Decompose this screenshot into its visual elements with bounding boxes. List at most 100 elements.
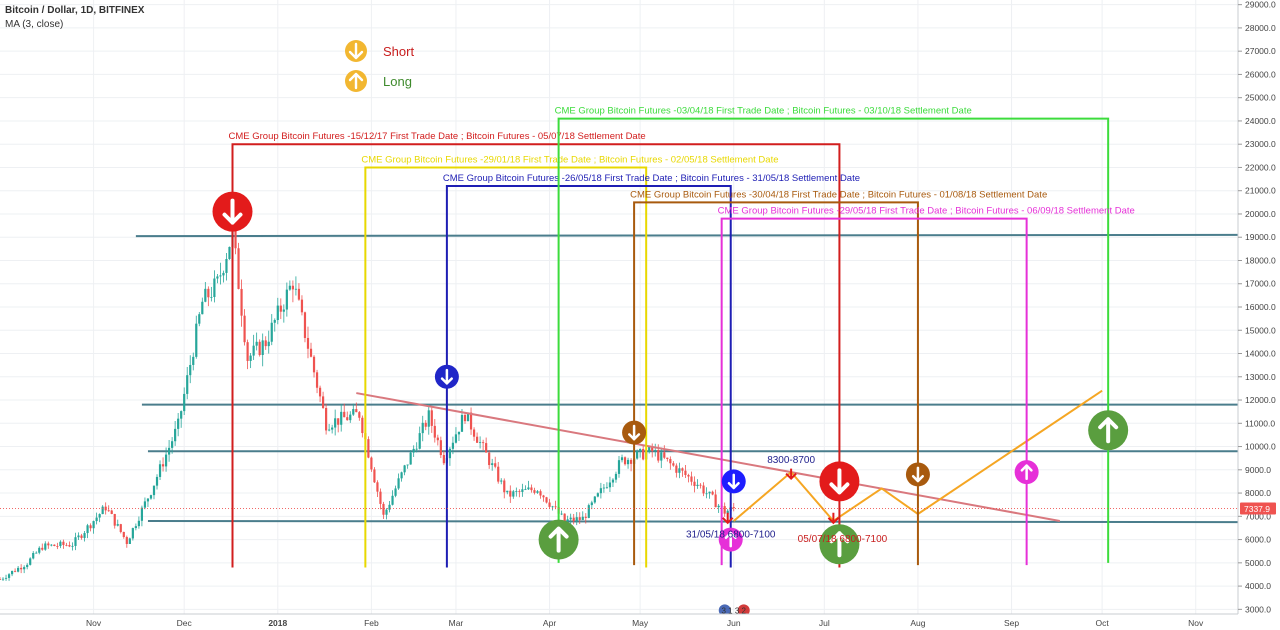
candle-body <box>370 457 373 470</box>
candle-body <box>409 452 412 465</box>
candle-body <box>140 507 144 521</box>
y-tick-label: 29000.0 <box>1245 0 1276 10</box>
candle-body <box>515 491 518 492</box>
candle-body <box>608 482 612 488</box>
candle-body <box>92 521 95 529</box>
candle-body <box>315 372 319 388</box>
x-tick-label: 2018 <box>268 618 287 628</box>
candle-body <box>0 579 2 580</box>
candle-body <box>545 497 548 503</box>
candle-body <box>672 463 675 466</box>
candle-body <box>430 410 433 426</box>
candle-body <box>666 457 669 459</box>
small-down-marker <box>827 512 840 525</box>
candle-body <box>657 450 660 461</box>
candle-body <box>146 498 150 502</box>
candle-body <box>451 442 455 449</box>
candle-body <box>243 315 246 343</box>
candle-body <box>536 491 539 493</box>
candle-body <box>590 502 593 506</box>
candle-body <box>77 535 80 538</box>
candle-body <box>186 375 189 394</box>
x-tick-label: Jul <box>819 618 830 628</box>
y-tick-label: 13000.0 <box>1245 372 1276 382</box>
candle-body <box>53 544 56 546</box>
candle-body <box>246 342 249 361</box>
up-arrow-icon <box>829 531 850 558</box>
candle-body <box>482 442 485 444</box>
candle-body <box>331 427 334 430</box>
candle-body <box>705 493 708 495</box>
y-tick-label: 5000.0 <box>1245 558 1271 568</box>
candle-body <box>131 528 134 539</box>
candle-body <box>690 476 693 482</box>
candle-body <box>285 289 288 310</box>
candle-body <box>702 485 705 494</box>
candle-body <box>605 487 609 489</box>
candle-body <box>681 468 684 471</box>
down-arrow-icon <box>440 368 453 385</box>
candle-body <box>321 396 325 408</box>
candle-body <box>41 547 44 550</box>
candle-body <box>225 258 228 273</box>
current-price-tag <box>1240 502 1276 515</box>
candle-body <box>554 506 557 508</box>
candle-body <box>602 487 606 489</box>
candle-body <box>376 482 379 492</box>
x-axis[interactable]: Nov Dec 2018 Feb Mar Apr May Jun Jul Aug Sep Oct Nov <box>0 613 1280 630</box>
candle-body <box>71 545 74 547</box>
candle-body <box>442 455 445 464</box>
candle-body <box>183 393 186 412</box>
candle-body <box>400 472 403 479</box>
cme-contract-bracket <box>557 117 1110 563</box>
up-arrow-icon <box>724 531 737 548</box>
candle-body <box>261 340 264 356</box>
candle-body <box>255 341 258 346</box>
candle-body <box>457 431 461 435</box>
candle-body <box>228 246 231 259</box>
price-projection <box>733 389 1103 523</box>
candle-body <box>406 464 409 466</box>
candle-body <box>270 322 273 342</box>
candle-body <box>385 509 388 515</box>
candle-body <box>494 463 497 467</box>
candle-body <box>717 505 720 508</box>
y-tick-label: 28000.0 <box>1245 23 1276 33</box>
candle-body <box>95 517 98 522</box>
support-resistance-line <box>147 519 1239 524</box>
candle-body <box>611 479 615 483</box>
candle-body <box>337 418 340 425</box>
candle-body <box>485 443 488 453</box>
candle-body <box>174 428 177 442</box>
candle-body <box>128 538 131 544</box>
candle-body <box>312 356 316 373</box>
candle-body <box>180 411 183 419</box>
candle-body <box>524 489 527 491</box>
y-tick-label: 25000.0 <box>1245 93 1276 103</box>
candle-body <box>575 517 578 522</box>
cme-contract-bracket <box>633 201 919 566</box>
x-tick-label: Feb <box>364 618 379 628</box>
candle-body <box>663 452 666 458</box>
candle-body <box>551 506 554 508</box>
cme-contract-label: CME Group Bitcoin Futures -29/05/18 Firs… <box>718 206 1135 217</box>
y-tick-label: 7000.0 <box>1245 511 1271 521</box>
candle-body <box>219 275 222 277</box>
descending-trendline <box>356 392 1061 522</box>
candle-body <box>32 552 35 559</box>
candle-body <box>83 533 86 538</box>
candle-body <box>581 516 584 520</box>
x-tick-label: Mar <box>449 618 464 628</box>
candle-body <box>427 410 430 427</box>
down-arrow-icon <box>829 468 850 495</box>
candle-body <box>222 272 225 276</box>
candle-body <box>527 487 530 490</box>
candle-body <box>636 451 639 459</box>
y-tick-label: 10000.0 <box>1245 442 1276 452</box>
candle-body <box>569 517 572 520</box>
candle-body <box>10 570 14 575</box>
candle-body <box>192 356 195 365</box>
candle-body <box>264 340 267 347</box>
